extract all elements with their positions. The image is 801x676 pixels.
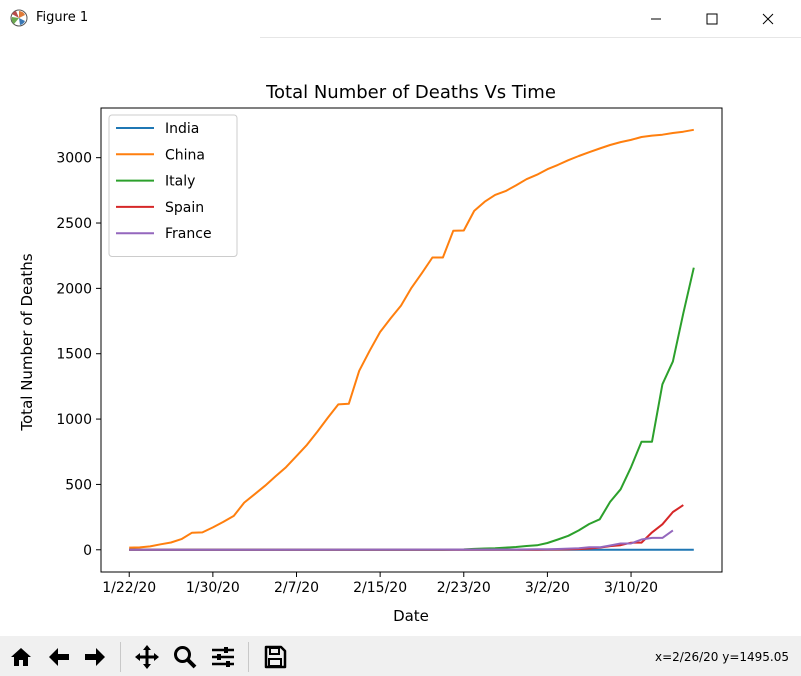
x-tick-label: 1/22/20 (102, 580, 156, 596)
toolbar-separator (248, 642, 249, 672)
y-tick-label: 500 (65, 477, 92, 493)
forward-icon (85, 648, 105, 666)
legend-label-spain: Spain (165, 200, 204, 216)
y-tick-label: 1000 (56, 412, 92, 428)
home-icon (11, 648, 31, 666)
save-button[interactable] (260, 642, 290, 672)
maximize-icon (706, 13, 718, 24)
forward-button[interactable] (80, 642, 110, 672)
matplotlib-logo-icon (10, 9, 28, 27)
x-tick-label: 2/7/20 (274, 580, 319, 596)
plot-frame (100, 107, 723, 573)
y-axis-label: Total Number of Deaths (18, 253, 36, 431)
x-axis-label: Date (393, 607, 429, 625)
minimize-icon (651, 18, 661, 19)
y-tick-label: 0 (83, 543, 92, 559)
series-line-china (129, 128, 694, 549)
y-tick-label: 1500 (56, 347, 92, 363)
legend-box (108, 114, 238, 257)
x-tick-label: 2/23/20 (437, 580, 491, 596)
home-button[interactable] (6, 642, 36, 672)
legend: India China Italy Spain France (108, 114, 238, 257)
back-icon (49, 648, 69, 666)
navigation-toolbar: x=2/26/20 y=1495.05 (0, 636, 801, 676)
x-tick-label: 1/30/20 (186, 580, 240, 596)
series-line-france (129, 529, 674, 551)
legend-label-italy: Italy (165, 174, 195, 190)
maximize-button[interactable] (689, 0, 735, 37)
back-button[interactable] (44, 642, 74, 672)
pan-icon (135, 645, 159, 669)
series-line-italy (129, 267, 695, 551)
y-tick-label: 2500 (56, 216, 92, 232)
legend-label-china: China (165, 147, 205, 163)
titlebar-divider (260, 37, 801, 38)
pan-button[interactable] (132, 642, 162, 672)
legend-label-france: France (165, 226, 212, 242)
save-icon (264, 645, 287, 669)
y-tick-label: 2000 (56, 281, 92, 297)
configure-subplots-button[interactable] (208, 642, 238, 672)
zoom-button[interactable] (170, 642, 200, 672)
legend-label-india: India (165, 121, 199, 137)
line-chart: Total Number of Deaths Vs Time Date Tota… (18, 82, 723, 625)
close-button[interactable] (745, 0, 791, 37)
x-tick-label: 2/15/20 (353, 580, 407, 596)
window-title: Figure 1 (36, 10, 89, 25)
close-icon (762, 13, 774, 24)
y-tick-label: 3000 (56, 151, 92, 167)
figure-canvas[interactable]: Total Number of Deaths Vs Time Date Tota… (0, 38, 801, 636)
toolbar-separator (120, 642, 121, 672)
minimize-button[interactable] (633, 0, 679, 37)
x-tick-label: 3/2/20 (525, 580, 570, 596)
x-tick-label: 3/10/20 (604, 580, 658, 596)
configure-icon (212, 647, 234, 667)
chart-title: Total Number of Deaths Vs Time (265, 82, 556, 103)
cursor-coordinates: x=2/26/20 y=1495.05 (654, 650, 789, 664)
window-titlebar: Figure 1 (0, 0, 801, 37)
zoom-icon (174, 646, 197, 669)
